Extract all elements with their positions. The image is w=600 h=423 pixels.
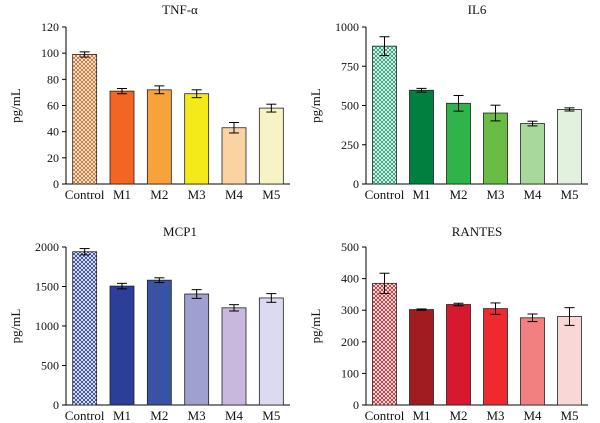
x-tick-label: M3 xyxy=(188,408,206,423)
x-tick-label: M5 xyxy=(262,408,280,423)
y-tick-label: 80 xyxy=(47,72,59,86)
bar-m5 xyxy=(557,109,582,185)
bar-m2 xyxy=(146,279,172,406)
bar-m4 xyxy=(221,307,247,406)
x-tick-label: M3 xyxy=(188,187,206,202)
y-tick-label: 1000 xyxy=(335,20,359,34)
y-tick-label: 250 xyxy=(341,138,359,152)
chart-panel-tnf-alpha: TNF-α pg/mL 0 20 40 60 80 100 120 Control M1 M2 M3 M4… xyxy=(8,2,290,202)
chart-panel-il6: IL6 pg/mL 0 250 500 750 1000 Control M1 M2 M3 M4 M5 xyxy=(308,2,588,202)
x-tick-label: Control xyxy=(365,187,405,202)
chart-panel-rantes: RANTES pg/mL 0 100 200 300 400 500 Control M1 M2 M3… xyxy=(308,224,588,423)
bar-m1 xyxy=(409,309,434,406)
bar-m3 xyxy=(483,308,508,406)
x-tick-label: M1 xyxy=(113,187,131,202)
x-tick-label: Control xyxy=(365,408,405,423)
y-tick-label: 100 xyxy=(341,366,359,380)
x-tick-label: M5 xyxy=(560,187,578,202)
bar-m1 xyxy=(109,90,135,185)
chart-title: RANTES xyxy=(452,224,503,239)
x-tick-label: M3 xyxy=(486,187,504,202)
x-tick-label: M4 xyxy=(225,408,244,423)
chart-title: MCP1 xyxy=(163,224,197,239)
chart-title: TNF-α xyxy=(162,2,198,17)
bar-control xyxy=(72,54,98,185)
bar-m3 xyxy=(184,293,210,406)
x-tick-label: M1 xyxy=(113,408,131,423)
y-tick-label: 500 xyxy=(341,99,359,113)
y-tick-label: 0 xyxy=(53,398,59,412)
x-tick-label: M2 xyxy=(150,408,168,423)
y-axis-label: pg/mL xyxy=(8,88,23,123)
bar-m5 xyxy=(258,297,284,406)
y-tick-label: 2000 xyxy=(35,240,59,254)
y-tick-label: 750 xyxy=(341,59,359,73)
y-axis-label: pg/mL xyxy=(8,309,23,344)
bar-m4 xyxy=(520,123,545,185)
bar-m4 xyxy=(520,317,545,406)
x-tick-label: M4 xyxy=(523,408,542,423)
x-tick-label: M2 xyxy=(150,187,168,202)
x-tick-label: M3 xyxy=(486,408,504,423)
y-tick-label: 120 xyxy=(41,20,59,34)
bar-control xyxy=(372,45,397,185)
x-tick-label: M5 xyxy=(560,408,578,423)
chart-title: IL6 xyxy=(468,2,487,17)
y-axis-label: pg/mL xyxy=(308,309,323,344)
y-tick-label: 20 xyxy=(47,151,59,165)
bar-control xyxy=(372,282,397,406)
chart-panel-mcp1: MCP1 pg/mL 0 500 1000 1500 2000 Control M1 M2 M3 M4… xyxy=(8,224,290,423)
bar-m3 xyxy=(184,93,210,185)
y-tick-label: 500 xyxy=(341,240,359,254)
x-tick-label: M4 xyxy=(523,187,542,202)
y-tick-label: 0 xyxy=(53,177,59,191)
y-tick-label: 40 xyxy=(47,125,59,139)
bar-control xyxy=(72,251,98,406)
y-tick-label: 400 xyxy=(341,272,359,286)
x-tick-label: M1 xyxy=(412,408,430,423)
x-tick-label: M1 xyxy=(412,187,430,202)
x-tick-label: M5 xyxy=(262,187,280,202)
y-tick-label: 300 xyxy=(341,303,359,317)
x-tick-label: M2 xyxy=(449,408,467,423)
x-tick-label: Control xyxy=(65,408,105,423)
y-tick-label: 1500 xyxy=(35,280,59,294)
bar-m5 xyxy=(557,316,582,406)
bar-m3 xyxy=(483,112,508,185)
bar-m1 xyxy=(409,89,434,185)
x-tick-label: M2 xyxy=(449,187,467,202)
y-tick-label: 200 xyxy=(341,335,359,349)
y-tick-label: 0 xyxy=(353,398,359,412)
bar-m2 xyxy=(446,304,471,406)
bar-m1 xyxy=(109,285,135,406)
bar-m2 xyxy=(146,89,172,185)
bar-m5 xyxy=(258,107,284,185)
x-tick-label: M4 xyxy=(225,187,244,202)
x-tick-label: Control xyxy=(65,187,105,202)
y-tick-label: 60 xyxy=(47,99,59,113)
y-tick-label: 100 xyxy=(41,46,59,60)
y-axis-label: pg/mL xyxy=(308,88,323,123)
y-tick-label: 0 xyxy=(353,177,359,191)
bar-m2 xyxy=(446,102,471,185)
y-tick-label: 500 xyxy=(41,359,59,373)
y-tick-label: 1000 xyxy=(35,319,59,333)
bar-m4 xyxy=(221,127,247,185)
